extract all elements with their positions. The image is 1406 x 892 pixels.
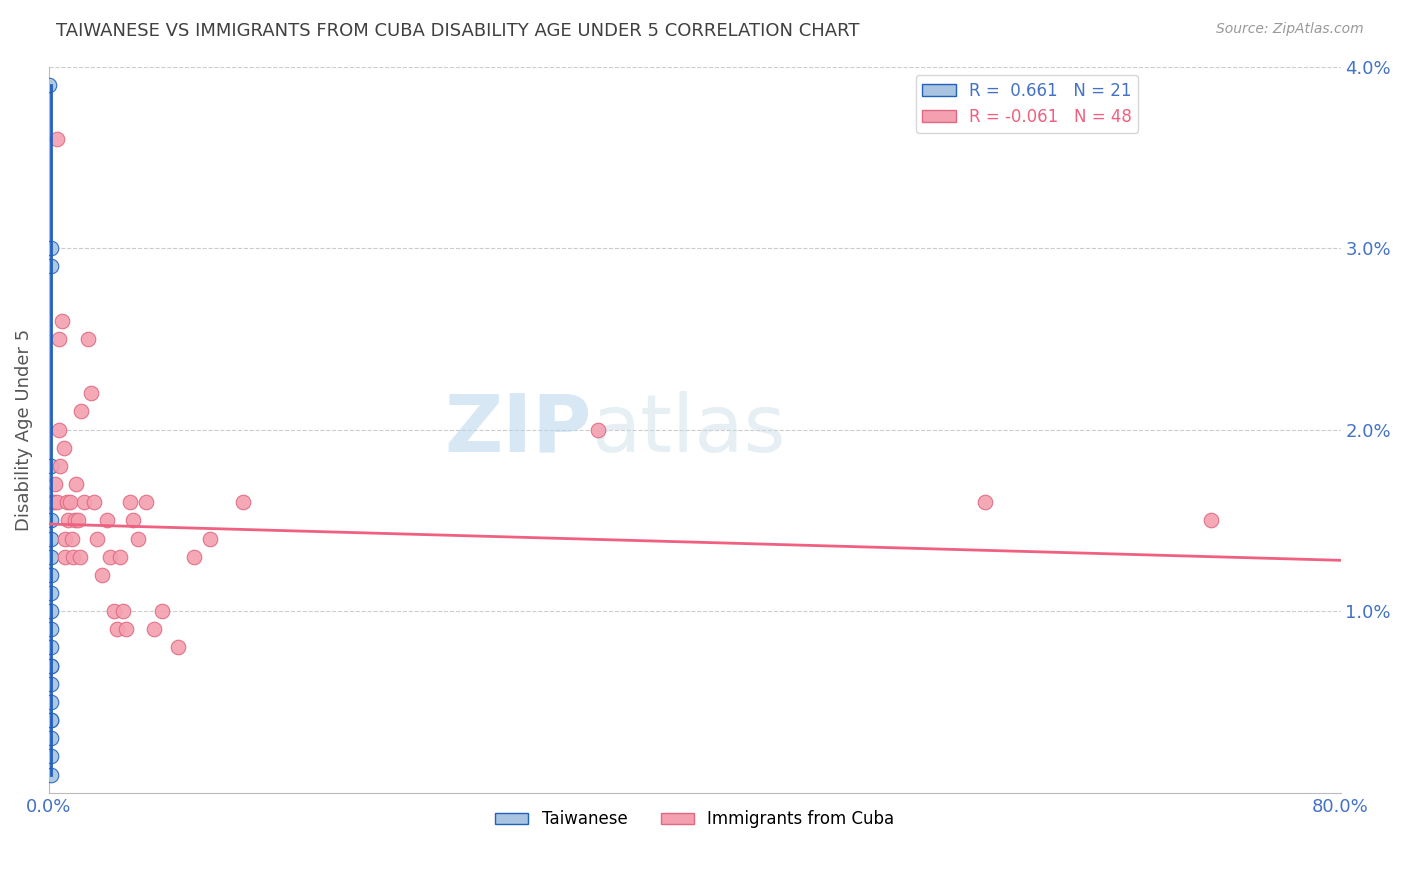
Point — [41, 495, 63, 509]
Point — [38, 78, 60, 92]
Point — [39, 549, 62, 564]
Point — [58, 513, 80, 527]
Point — [51, 314, 73, 328]
Point — [974, 495, 997, 509]
Text: Source: ZipAtlas.com: Source: ZipAtlas.com — [1216, 22, 1364, 37]
Point — [586, 423, 609, 437]
Point — [39, 567, 62, 582]
Point — [69, 549, 91, 564]
Point — [39, 767, 62, 781]
Point — [39, 640, 62, 655]
Point — [39, 677, 62, 691]
Point — [96, 513, 118, 527]
Point — [105, 622, 128, 636]
Point — [39, 513, 62, 527]
Point — [232, 495, 254, 509]
Point — [112, 604, 135, 618]
Point — [167, 640, 190, 655]
Point — [39, 731, 62, 746]
Point — [55, 495, 77, 509]
Text: TAIWANESE VS IMMIGRANTS FROM CUBA DISABILITY AGE UNDER 5 CORRELATION CHART: TAIWANESE VS IMMIGRANTS FROM CUBA DISABI… — [56, 22, 859, 40]
Point — [76, 332, 98, 346]
Text: atlas: atlas — [592, 391, 786, 468]
Point — [46, 132, 69, 146]
Point — [39, 458, 62, 473]
Point — [135, 495, 157, 509]
Point — [39, 749, 62, 764]
Point — [39, 241, 62, 255]
Point — [46, 495, 69, 509]
Point — [122, 513, 145, 527]
Text: ZIP: ZIP — [444, 391, 592, 468]
Point — [39, 695, 62, 709]
Point — [48, 423, 70, 437]
Point — [39, 586, 62, 600]
Point — [115, 622, 138, 636]
Point — [118, 495, 141, 509]
Point — [42, 495, 65, 509]
Point — [39, 713, 62, 727]
Point — [86, 532, 108, 546]
Point — [39, 658, 62, 673]
Point — [39, 604, 62, 618]
Point — [108, 549, 131, 564]
Point — [80, 386, 103, 401]
Point — [103, 604, 125, 618]
Point — [52, 441, 75, 455]
Point — [65, 477, 87, 491]
Point — [66, 513, 89, 527]
Point — [59, 495, 82, 509]
Point — [63, 513, 86, 527]
Point — [48, 332, 70, 346]
Point — [98, 549, 121, 564]
Point — [53, 532, 76, 546]
Point — [39, 532, 62, 546]
Point — [200, 532, 222, 546]
Point — [60, 532, 83, 546]
Y-axis label: Disability Age Under 5: Disability Age Under 5 — [15, 328, 32, 531]
Point — [44, 477, 66, 491]
Point — [62, 549, 84, 564]
Point — [183, 549, 205, 564]
Point — [73, 495, 96, 509]
Point — [39, 622, 62, 636]
Point — [39, 713, 62, 727]
Point — [53, 549, 76, 564]
Point — [83, 495, 105, 509]
Point — [150, 604, 173, 618]
Point — [1201, 513, 1223, 527]
Point — [39, 658, 62, 673]
Point — [91, 567, 114, 582]
Point — [39, 260, 62, 274]
Point — [70, 404, 93, 418]
Point — [49, 458, 72, 473]
Legend: Taiwanese, Immigrants from Cuba: Taiwanese, Immigrants from Cuba — [488, 804, 901, 835]
Point — [142, 622, 165, 636]
Point — [127, 532, 149, 546]
